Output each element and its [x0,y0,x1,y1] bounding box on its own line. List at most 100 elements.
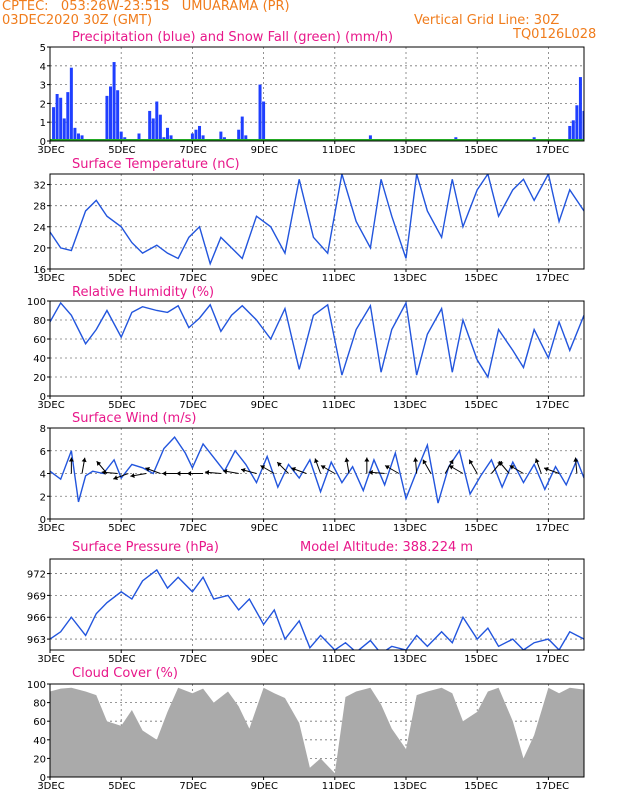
panel-title: Surface Temperature (nC) [72,157,240,172]
wind-arrowhead [162,471,167,476]
x-tick-label: 13DEC [393,781,427,792]
precip-bar [119,131,123,141]
precip-bar [368,135,372,141]
series-line [50,435,584,504]
x-tick-label: 9DEC [251,273,278,284]
precip-bar [158,114,162,141]
wind-arrowhead [534,458,540,464]
precip-bar [52,107,56,141]
precip-bar [219,131,223,141]
precip-bar [240,116,244,141]
plot-area [50,568,584,650]
y-tick-label: 60 [33,335,46,346]
x-tick-label: 11DEC [322,654,356,665]
x-tick-label: 7DEC [179,145,206,156]
x-tick-label: 9DEC [251,654,278,665]
wind-arrowhead [145,467,150,472]
precip-bar [76,133,80,141]
x-tick-label: 15DEC [464,654,498,665]
wind-arrowhead [422,459,428,465]
x-tick-label: 13DEC [393,273,427,284]
wind-arrowhead [368,469,373,475]
wind-arrowhead [277,462,282,467]
precip-bar [194,129,198,141]
panel-title: Surface Wind (m/s) [72,411,196,426]
x-tick-label: 17DEC [535,400,569,411]
precip-bar [582,110,584,141]
y-tick-label: 5 [40,43,46,54]
wind-arrowhead [81,457,87,463]
x-tick-label: 5DEC [108,781,135,792]
plot-area [50,174,584,266]
panel-frame [49,300,585,397]
wind-arrowhead [364,457,370,462]
x-tick-label: 15DEC [464,781,498,792]
precip-bar [568,125,572,141]
wind-arrowhead [68,457,74,462]
precip-bar [190,133,194,141]
wind-arrowhead [344,457,350,463]
precip-bar [244,135,248,141]
wind-arrowhead [204,469,210,475]
plot-area [50,687,584,777]
panel-title: Relative Humidity (%) [72,285,214,300]
precip-bar [201,135,205,141]
station-header: CPTEC: 053:26W-23:51S UMUARAMA (PR) [2,0,290,14]
x-tick-label: 17DEC [535,654,569,665]
wind-arrowhead [101,469,106,475]
wind-arrowhead [291,467,296,472]
wind-arrowhead [241,467,246,473]
panel-0 [47,46,585,144]
x-tick-label: 15DEC [464,523,498,534]
panel-1 [47,173,585,272]
precip-bar [109,86,113,141]
plot-area [50,435,584,504]
precip-bar [258,84,262,141]
y-tick-label: 16 [33,265,46,276]
y-tick-label: 80 [33,699,46,710]
precip-bar [112,62,116,141]
y-tick-label: 966 [27,613,46,624]
x-tick-label: 9DEC [251,523,278,534]
panel-subtitle: Model Altitude: 388.224 m [300,540,473,555]
x-tick-label: 3DEC [37,781,64,792]
precip-bar [148,110,152,141]
precip-bar [59,97,63,141]
x-tick-label: 5DEC [108,400,135,411]
y-tick-label: 3 [40,81,46,92]
x-tick-label: 9DEC [251,400,278,411]
wind-arrowhead [449,465,454,470]
x-tick-label: 3DEC [37,145,64,156]
panel-4 [47,558,585,653]
panel-frame [49,683,585,778]
wind-arrowhead [187,471,192,476]
panel-5 [47,683,585,780]
precip-bar [151,118,155,141]
precip-bar [155,101,159,141]
precip-bar [262,101,266,141]
y-tick-label: 0 [40,137,46,148]
y-tick-label: 20 [33,373,46,384]
precip-bar [571,120,575,141]
precip-bar [55,94,59,141]
y-tick-label: 0 [40,773,46,784]
y-tick-label: 40 [33,736,46,747]
wind-arrowhead [413,457,419,462]
precip-bar [80,135,84,141]
series-line [50,174,584,266]
x-tick-label: 15DEC [464,273,498,284]
panel-title: Precipitation (blue) and Snow Fall (gree… [72,30,393,45]
wind-arrowhead [260,465,266,470]
x-tick-label: 5DEC [108,273,135,284]
plot-area [50,301,584,379]
x-tick-label: 9DEC [251,145,278,156]
x-tick-label: 17DEC [535,781,569,792]
panel-frame [49,46,585,142]
x-tick-label: 13DEC [393,145,427,156]
x-tick-label: 3DEC [37,654,64,665]
grid-note: Vertical Grid Line: 30Z [414,13,560,28]
precip-bar [73,127,77,141]
x-tick-label: 7DEC [179,273,206,284]
x-tick-label: 7DEC [179,400,206,411]
series-line [50,301,584,379]
